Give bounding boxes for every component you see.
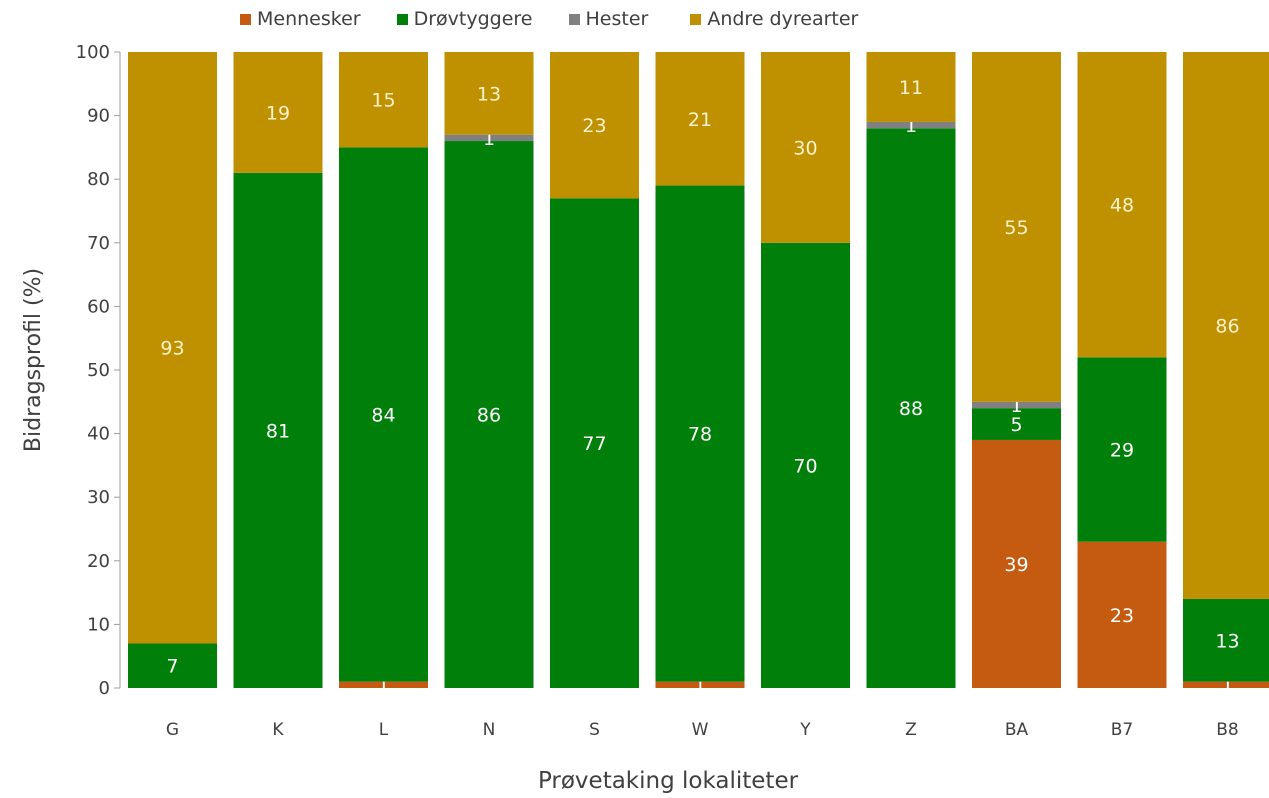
x-tick-label-L: L bbox=[379, 720, 389, 740]
bar-S-andre-dyrearter bbox=[550, 52, 639, 199]
bar-L-mennesker bbox=[339, 681, 428, 688]
data-label-Z-3: 11 bbox=[899, 77, 923, 99]
x-tick-label-G: G bbox=[166, 720, 179, 740]
bar-B7-andre-dyrearter bbox=[1077, 52, 1167, 358]
legend: Mennesker Drøvtyggere Hester Andre dyrearte… bbox=[240, 8, 858, 30]
legend-label: Hester bbox=[585, 8, 649, 30]
x-tick-label-N: N bbox=[483, 720, 496, 740]
legend-item-andre-dyrearter: Andre dyrearter bbox=[690, 8, 858, 30]
data-label-L-3: 15 bbox=[371, 90, 395, 112]
data-label-G-1: 7 bbox=[166, 656, 178, 678]
data-label-Z-1: 88 bbox=[899, 398, 923, 420]
y-tick-label-0: 0 bbox=[99, 678, 110, 699]
bar-B8-mennesker bbox=[1183, 681, 1269, 688]
legend-swatch bbox=[240, 13, 251, 25]
data-label-B7-3: 48 bbox=[1110, 195, 1134, 217]
bar-Z-drøvtyggere bbox=[866, 128, 956, 688]
y-tick-label-90: 90 bbox=[87, 106, 110, 127]
data-label-B7-1: 29 bbox=[1110, 440, 1134, 462]
data-label-B7-0: 23 bbox=[1110, 605, 1134, 627]
bar-B8-drøvtyggere bbox=[1183, 598, 1269, 682]
bar-B7-mennesker bbox=[1077, 541, 1167, 688]
data-label-BA-0: 39 bbox=[1004, 554, 1028, 576]
legend-swatch bbox=[568, 13, 580, 25]
y-tick-label-40: 40 bbox=[87, 424, 110, 445]
data-label-BA-3: 55 bbox=[1004, 217, 1028, 239]
bar-W-mennesker bbox=[655, 681, 745, 688]
bar-BA-andre-dyrearter bbox=[972, 52, 1061, 402]
y-tick-label-30: 30 bbox=[87, 487, 110, 508]
data-label-W-1: 78 bbox=[688, 424, 712, 446]
data-label-L-1: 84 bbox=[371, 405, 395, 427]
bar-K-drøvtyggere bbox=[233, 172, 323, 689]
y-tick-label-20: 20 bbox=[87, 551, 110, 572]
bar-BA-drøvtyggere bbox=[972, 408, 1061, 440]
x-tick-label-K: K bbox=[272, 720, 284, 740]
y-tick-label-80: 80 bbox=[87, 169, 110, 190]
x-tick-label-B7: B7 bbox=[1111, 720, 1133, 740]
bar-K-andre-dyrearter bbox=[233, 52, 323, 173]
legend-label: Drøvtyggere bbox=[413, 8, 533, 30]
bar-L-andre-dyrearter bbox=[339, 52, 428, 148]
y-tick-label-100: 100 bbox=[76, 42, 110, 63]
bar-B8-andre-dyrearter bbox=[1183, 52, 1269, 599]
legend-item-mennesker: Mennesker bbox=[240, 8, 361, 30]
bar-BA-mennesker bbox=[972, 439, 1061, 688]
y-tick-label-70: 70 bbox=[87, 233, 110, 254]
bar-L-drøvtyggere bbox=[339, 147, 428, 682]
data-label-K-1: 81 bbox=[266, 420, 290, 442]
legend-item-drøvtyggere: Drøvtyggere bbox=[396, 8, 533, 30]
bar-G-drøvtyggere bbox=[128, 643, 217, 688]
data-label-Y-3: 30 bbox=[793, 137, 817, 159]
y-axis-title: Bidragsprofil (%) bbox=[21, 268, 46, 452]
data-label-G-3: 93 bbox=[160, 338, 184, 360]
x-tick-label-S: S bbox=[589, 720, 600, 740]
x-tick-label-B8: B8 bbox=[1216, 720, 1238, 740]
x-tick-label-Y: Y bbox=[799, 720, 811, 740]
bar-N-andre-dyrearter bbox=[444, 52, 534, 135]
y-tick-label-10: 10 bbox=[87, 614, 110, 635]
data-label-N-1: 86 bbox=[477, 405, 501, 427]
bar-B7-drøvtyggere bbox=[1077, 357, 1167, 542]
y-tick-label-50: 50 bbox=[87, 360, 110, 381]
x-axis-title: Prøvetaking lokaliteter bbox=[538, 768, 799, 794]
bar-S-drøvtyggere bbox=[550, 198, 639, 688]
legend-swatch bbox=[396, 13, 408, 25]
bar-Y-drøvtyggere bbox=[761, 242, 850, 689]
bar-G-andre-dyrearter bbox=[128, 52, 217, 644]
legend-swatch bbox=[690, 13, 702, 25]
legend-label: Andre dyrearter bbox=[707, 8, 859, 30]
data-label-B8-1: 13 bbox=[1215, 630, 1239, 652]
data-label-N-3: 13 bbox=[477, 83, 501, 105]
x-tick-label-BA: BA bbox=[1005, 720, 1029, 740]
bar-W-drøvtyggere bbox=[655, 185, 745, 682]
data-label-S-3: 23 bbox=[582, 115, 606, 137]
bar-N-drøvtyggere bbox=[444, 141, 534, 689]
bar-W-andre-dyrearter bbox=[655, 52, 745, 186]
data-label-Y-1: 70 bbox=[793, 455, 817, 477]
bar-N-hester bbox=[444, 134, 534, 142]
x-tick-label-W: W bbox=[692, 720, 709, 740]
bar-Z-andre-dyrearter bbox=[866, 52, 956, 122]
bar-Z-hester bbox=[866, 121, 956, 129]
data-label-S-1: 77 bbox=[582, 433, 606, 455]
legend-item-hester: Hester bbox=[568, 8, 649, 30]
x-tick-label-Z: Z bbox=[905, 720, 917, 740]
data-label-BA-1: 5 bbox=[1010, 414, 1022, 436]
data-label-K-3: 19 bbox=[266, 102, 290, 124]
legend-label: Mennesker bbox=[257, 8, 361, 30]
bar-Y-andre-dyrearter bbox=[761, 52, 850, 243]
data-label-W-3: 21 bbox=[688, 109, 712, 131]
data-label-B8-3: 86 bbox=[1215, 315, 1239, 337]
y-tick-label-60: 60 bbox=[87, 296, 110, 317]
bar-BA-hester bbox=[972, 401, 1061, 409]
